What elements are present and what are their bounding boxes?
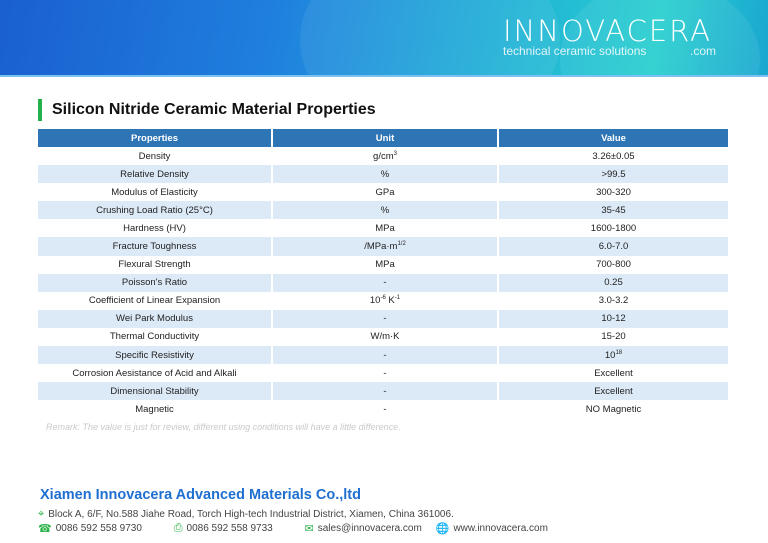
cell-unit: -	[272, 346, 499, 365]
cell-value: 3.26±0.05	[592, 150, 635, 162]
table-row: Wei Park Modulus -10-12	[38, 309, 728, 328]
cell-unit: W/m·K	[272, 327, 499, 347]
cell-property: Corrosion Aesistance of Acid and Alkali	[38, 364, 273, 383]
cell-value: NO Magnetic	[585, 403, 642, 415]
cell-value: 1018	[498, 346, 728, 365]
globe-icon: 🌐	[435, 523, 450, 535]
cell-property: Flexural Strength	[38, 255, 273, 274]
table-row: Crushing Load Ratio (25°C)% 35-45	[38, 201, 728, 220]
cell-unit: -	[272, 273, 499, 292]
table-row: Thermal Conductivity W/m·K 15-20	[38, 327, 728, 347]
cell-unit: -	[272, 309, 499, 328]
cell-property: Wei Park Modulus	[38, 309, 273, 328]
cell-property: Density	[38, 147, 273, 166]
cell-unit: GPa	[272, 183, 499, 202]
table-row: Density g/cm3 3.26±0.05	[38, 147, 728, 166]
cell-property: Fracture Toughness	[38, 237, 273, 256]
cell-property: Coefficient of Linear Expansion	[38, 291, 273, 310]
table-row: Dimensional Stability - Excellent	[38, 382, 728, 401]
cell-value: 0.25	[498, 273, 728, 292]
email[interactable]: sales@innovacera.com	[317, 523, 422, 534]
table-row: Flexural Strength MPa 700-800	[38, 255, 728, 274]
table-row: Specific Resistivity -1018	[38, 346, 728, 365]
cell-property: Poisson's Ratio	[38, 273, 273, 292]
cell-property: Magnetic	[38, 400, 273, 419]
header-unit: Unit	[272, 129, 499, 147]
phone-icon: ☎	[38, 523, 52, 535]
cell-value: Excellent	[498, 382, 728, 401]
cell-property: Modulus of Elasticity	[38, 183, 273, 202]
address: Block A, 6/F, No.588 Jiahe Road, Torch H…	[48, 509, 454, 520]
cell-property: Thermal Conductivity	[38, 327, 273, 347]
cell-unit: g/cm3	[272, 147, 499, 166]
cell-value: 6.0-7.0	[498, 237, 728, 256]
properties-table: Properties Unit Value Density g/cm3 3.26±0…	[38, 129, 728, 419]
cell-unit: -	[272, 364, 499, 383]
header-properties: Properties	[38, 129, 273, 147]
cell-value: 1600-1800	[590, 222, 637, 234]
table-row: Corrosion Aesistance of Acid and Alkali -…	[38, 364, 728, 383]
cell-unit: %	[272, 165, 499, 184]
cell-value: >99.5	[498, 165, 728, 184]
location-pin-icon: ⌖	[38, 508, 45, 520]
address-line: ⌖ Block A, 6/F, No.588 Jiahe Road, Torch…	[38, 508, 454, 521]
page-title: Silicon Nitride Ceramic Material Propert…	[38, 99, 376, 121]
cell-unit: -	[272, 400, 499, 419]
domain-suffix: .com	[690, 44, 717, 58]
table-row: Poisson's Ratio -0.25	[38, 273, 728, 292]
table-row: Coefficient of Linear Expansion 10-6 K-1 3…	[38, 291, 728, 310]
remark: Remark: The value is just for review, di…	[46, 422, 401, 432]
fax: 0086 592 558 9733	[186, 523, 273, 534]
cell-unit: -	[272, 382, 499, 401]
contact-line: ☎ 0086 592 558 9730 ⎙ 0086 592 558 9733 …	[38, 522, 548, 535]
website[interactable]: www.innovacera.com	[453, 523, 548, 534]
cell-unit: MPa	[272, 219, 499, 238]
phone: 0086 592 558 9730	[55, 523, 142, 534]
fax-icon: ⎙	[173, 522, 183, 534]
cell-unit: MPa	[272, 255, 499, 274]
table-row: Fracture Toughness/MPa·m1/2 6.0-7.0	[38, 237, 728, 256]
cell-property: Dimensional Stability	[38, 382, 273, 401]
logo: INNOVACERA	[503, 14, 712, 48]
header-banner: INNOVACERA technical ceramic solutions .…	[0, 0, 768, 77]
cell-property: Crushing Load Ratio (25°C)	[38, 201, 273, 220]
cell-value: 10-12	[498, 309, 728, 328]
header-value: Value	[498, 129, 728, 147]
cell-value: 35-45	[498, 201, 728, 220]
table-row: Magnetic - NO Magnetic	[38, 400, 728, 419]
cell-value: Excellent	[594, 367, 633, 379]
cell-value: 3.0-3.2	[598, 295, 629, 307]
table-row: Modulus of Elasticity GPa 300-320	[38, 183, 728, 202]
cell-property: Hardness (HV)	[38, 219, 273, 238]
cell-value: 700-800	[596, 259, 631, 271]
cell-unit: %	[272, 201, 499, 220]
cell-value: 15-20	[601, 331, 626, 343]
cell-unit: /MPa·m1/2	[272, 237, 499, 256]
table-row: Relative Density% >99.5	[38, 165, 728, 184]
cell-property: Specific Resistivity	[38, 346, 273, 365]
cell-property: Relative Density	[38, 165, 273, 184]
email-icon: ✉	[304, 523, 314, 535]
company-name: Xiamen Innovacera Advanced Materials Co.…	[40, 487, 361, 503]
tagline: technical ceramic solutions	[503, 44, 647, 58]
table-row: Hardness (HV) MPa 1600-1800	[38, 219, 728, 238]
cell-value: 300-320	[596, 186, 631, 198]
cell-unit: 10-6 K-1	[272, 291, 499, 310]
